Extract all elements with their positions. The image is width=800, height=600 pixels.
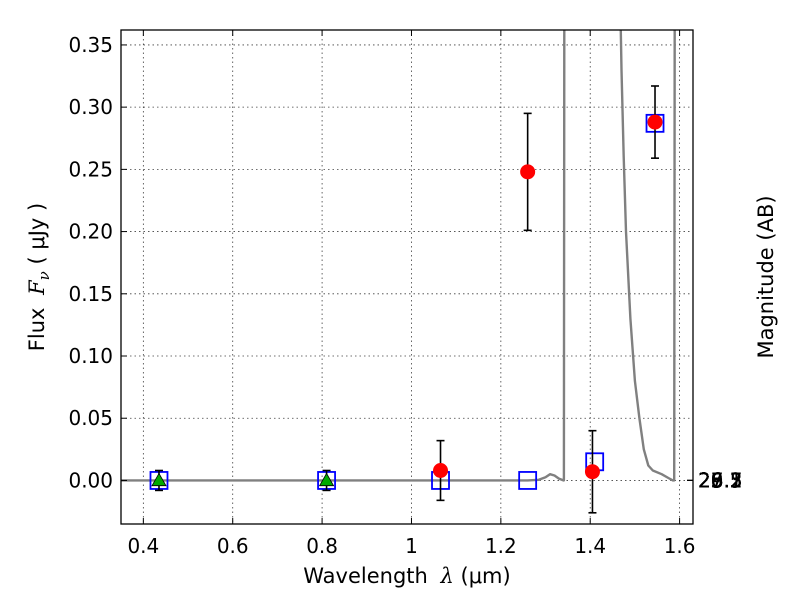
x-tick-label: 1.4 <box>574 534 606 558</box>
plot-frame <box>120 29 694 525</box>
x-axis-label-prefix: Wavelength <box>303 564 434 588</box>
y-tick-label: 0.10 <box>68 344 113 368</box>
y-tick-label: 0.35 <box>68 33 113 57</box>
x-axis-label-symbol: λ <box>440 564 454 588</box>
y2-tick-label: 26 <box>698 468 723 492</box>
y2-axis-label: Magnitude (AB) <box>754 195 778 358</box>
y2-tick-label: 25.3 <box>698 468 743 492</box>
model-curve-line <box>121 30 676 482</box>
y-axis-label-suffix: ( μJy ) <box>25 203 49 271</box>
flux-point-circle <box>647 114 663 130</box>
y2-tick-label: 26.5 <box>698 468 743 492</box>
y2-tick-label: 27.5 <box>698 468 743 492</box>
y-tick-label: 0.05 <box>68 406 113 430</box>
y-axis-label-subscript: ν <box>35 271 53 280</box>
flux-point-circle <box>584 464 600 480</box>
x-tick-label: 0.6 <box>217 534 249 558</box>
y-tick-label: 0.25 <box>68 157 113 181</box>
y2-tick-label: 27 <box>698 468 723 492</box>
plot-background <box>121 30 693 524</box>
x-tick-label: 0.4 <box>127 534 159 558</box>
y2-tick-label: 25.5 <box>698 468 743 492</box>
y2-tick-label: 25.1 <box>698 468 743 492</box>
y2-tick-label: 26.2 <box>698 468 743 492</box>
y-axis-label-prefix: Flux <box>25 301 49 351</box>
x-axis-label-suffix: (μm) <box>454 564 511 588</box>
y-axis-label-symbol: F <box>25 279 49 296</box>
y-tick-label: 0.20 <box>68 220 113 244</box>
x-tick-label: 1.2 <box>485 534 517 558</box>
y2-tick-label: 25.7 <box>698 468 743 492</box>
model-point-square <box>518 471 538 490</box>
data-markers <box>149 85 665 514</box>
x-tick-label: 0.8 <box>306 534 338 558</box>
x-tick-label: 1 <box>405 534 418 558</box>
x-axis-label: Wavelength λ (μm) <box>303 564 510 588</box>
y-tick-label: 0.30 <box>68 95 113 119</box>
flux-point-triangle <box>151 472 167 487</box>
flux-point-circle <box>433 462 449 478</box>
x-tick-label: 1.6 <box>664 534 696 558</box>
y-axis-label: Flux Fν ( μJy ) <box>25 203 53 351</box>
flux-point-triangle <box>318 472 335 487</box>
y2-tick-label: 29 <box>698 468 723 492</box>
axis-ticks: 0.4 0.6 0.8 1 1.2 1.4 1.6 0.00 0.05 0.10 0.15 0.20 0… <box>68 30 743 558</box>
model-curve-layer <box>121 30 676 482</box>
flux-point-circle <box>520 164 536 180</box>
y2-tick-label: 28 <box>698 468 723 492</box>
y-tick-label: 0.00 <box>68 468 113 492</box>
y-tick-label: 0.15 <box>68 282 113 306</box>
